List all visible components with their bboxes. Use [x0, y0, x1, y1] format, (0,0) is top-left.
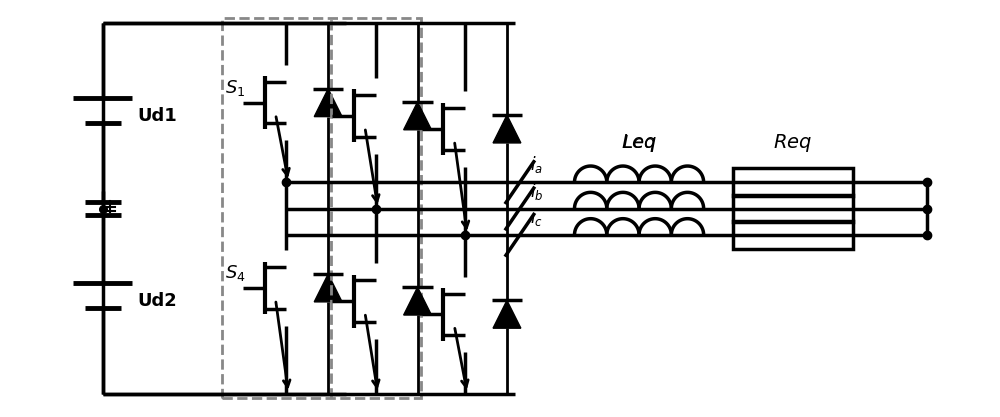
- Text: $i_c$: $i_c$: [530, 207, 543, 228]
- Polygon shape: [404, 102, 431, 130]
- Text: $S_1$: $S_1$: [225, 78, 245, 98]
- Text: $Leq$: $Leq$: [622, 133, 656, 154]
- Bar: [733, 221, 853, 249]
- Bar: [733, 168, 853, 196]
- Text: Ud2: Ud2: [137, 292, 177, 310]
- Text: $S_4$: $S_4$: [225, 263, 246, 283]
- Bar: [222, 18, 421, 398]
- Text: $i_a$: $i_a$: [530, 154, 543, 175]
- Polygon shape: [314, 274, 342, 302]
- Text: $\it{Leq}$: $\it{Leq}$: [621, 132, 657, 154]
- Text: $i_b$: $i_b$: [530, 181, 543, 201]
- Text: Ud1: Ud1: [137, 107, 177, 125]
- Polygon shape: [314, 89, 342, 117]
- Polygon shape: [404, 287, 431, 315]
- Polygon shape: [493, 300, 521, 328]
- Bar: [733, 195, 853, 222]
- Text: $\it{Req}$: $\it{Req}$: [773, 132, 813, 154]
- Polygon shape: [493, 115, 521, 143]
